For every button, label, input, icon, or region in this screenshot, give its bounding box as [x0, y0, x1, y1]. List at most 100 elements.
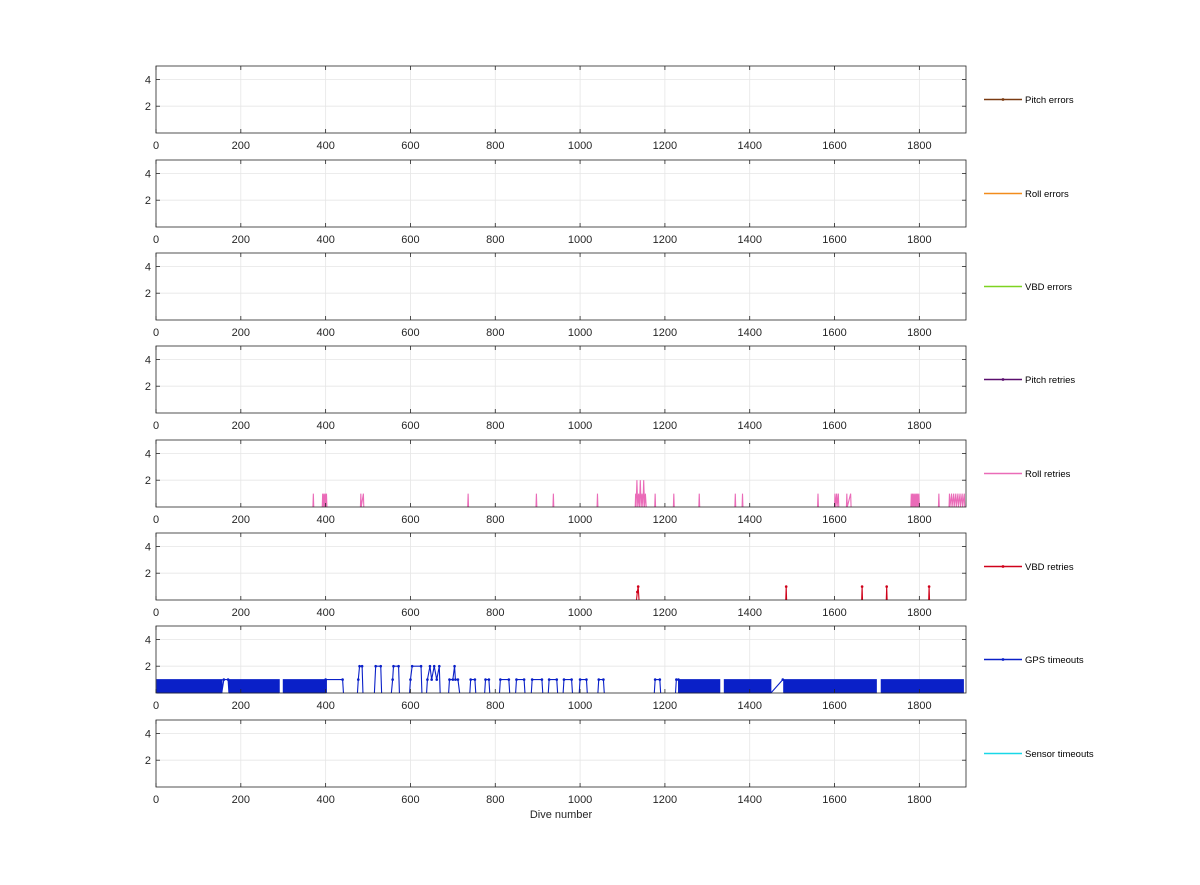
x-tick-label: 400 — [316, 514, 334, 526]
data-point — [222, 678, 226, 681]
subplot-pitch-errors: 0 200 400 600 800 1000 1200 1400 1600 1800 2 4 Pitch… — [145, 65, 1074, 152]
x-tick-label: 400 — [316, 794, 334, 806]
x-tick-label: 800 — [486, 700, 504, 712]
data-point — [578, 678, 582, 681]
x-tick-label: 800 — [486, 327, 504, 339]
x-tick-label: 1600 — [822, 327, 846, 339]
series-line — [734, 493, 737, 508]
legend-label: VBD retries — [1025, 562, 1074, 573]
y-tick-label: 2 — [145, 475, 151, 487]
data-point — [860, 585, 864, 588]
series-line — [535, 493, 538, 508]
x-tick-label: 0 — [153, 234, 159, 246]
x-axis-label: Dive number — [530, 809, 593, 821]
axes-box — [155, 439, 967, 508]
x-tick-label: 1600 — [822, 514, 846, 526]
data-point — [602, 678, 605, 681]
subplot-pitch-retries: 0 200 400 600 800 1000 1200 1400 1600 1800 2 4 Pitch… — [145, 345, 1075, 432]
legend-marker — [1001, 565, 1005, 568]
data-point — [507, 678, 511, 681]
data-point — [484, 678, 487, 681]
data-point — [530, 678, 534, 681]
data-point — [226, 678, 230, 681]
subplot-roll-errors: 0 200 400 600 800 1000 1200 1400 1600 1800 2 4 Roll … — [145, 159, 1069, 246]
x-tick-label: 600 — [401, 140, 419, 152]
x-tick-label: 1400 — [737, 607, 761, 619]
axes-box — [155, 719, 967, 788]
x-tick-label: 0 — [153, 420, 159, 432]
data-point — [437, 664, 441, 668]
x-tick-label: 0 — [153, 607, 159, 619]
plot-area — [156, 440, 966, 507]
series-line — [467, 493, 470, 508]
data-point — [451, 678, 455, 681]
x-tick-label: 0 — [153, 140, 159, 152]
axes-box — [155, 625, 967, 694]
series-line — [156, 679, 223, 693]
data-point — [540, 678, 544, 681]
y-tick-label: 2 — [145, 288, 151, 300]
data-point — [653, 678, 657, 681]
legend-marker — [1001, 98, 1005, 101]
y-tick-label: 4 — [145, 448, 151, 460]
x-tick-label: 600 — [401, 794, 419, 806]
x-tick-label: 1200 — [653, 700, 677, 712]
x-tick-label: 800 — [486, 140, 504, 152]
x-tick-label: 1400 — [737, 327, 761, 339]
x-tick-label: 200 — [232, 794, 250, 806]
x-tick-label: 1800 — [907, 420, 931, 432]
data-point — [515, 678, 518, 681]
x-tick-label: 1800 — [907, 327, 931, 339]
data-point — [392, 664, 395, 668]
data-point — [585, 678, 588, 681]
series-line — [770, 679, 784, 694]
series-line — [578, 679, 588, 694]
series-line — [885, 586, 888, 601]
series-line — [672, 493, 675, 508]
series-line — [653, 679, 662, 694]
x-tick-label: 200 — [232, 514, 250, 526]
series-line — [530, 679, 544, 694]
series-line — [928, 586, 931, 601]
data-point — [555, 678, 559, 681]
x-tick-label: 1200 — [653, 327, 677, 339]
y-tick-label: 4 — [145, 728, 151, 740]
series-line — [678, 679, 721, 693]
plot-area — [156, 533, 966, 600]
x-tick-label: 1400 — [737, 234, 761, 246]
plot-area — [156, 720, 966, 787]
series-line — [221, 679, 230, 694]
x-tick-label: 1600 — [822, 420, 846, 432]
x-tick-label: 1000 — [568, 327, 592, 339]
data-point — [547, 678, 551, 681]
x-tick-label: 200 — [232, 420, 250, 432]
data-point — [677, 678, 680, 681]
x-tick-label: 600 — [401, 234, 419, 246]
data-point — [658, 678, 662, 681]
data-point — [432, 664, 436, 668]
data-point — [454, 678, 457, 681]
data-point — [784, 585, 788, 588]
data-point — [341, 678, 344, 681]
subplot-vbd-errors: 0 200 400 600 800 1000 1200 1400 1600 1800 2 4 VBD e… — [145, 252, 1072, 339]
y-tick-label: 4 — [145, 261, 151, 273]
axes-box — [155, 345, 967, 414]
data-point — [597, 678, 601, 681]
data-point — [358, 664, 361, 668]
y-tick-label: 4 — [145, 168, 151, 180]
x-tick-label: 1200 — [653, 420, 677, 432]
legend-label: Pitch errors — [1025, 95, 1074, 106]
x-tick-label: 1000 — [568, 700, 592, 712]
data-point — [636, 585, 640, 588]
series-line — [321, 493, 328, 508]
series-line — [937, 493, 940, 508]
data-point — [473, 678, 477, 681]
x-tick-label: 1000 — [568, 607, 592, 619]
series-line — [861, 586, 864, 601]
data-point — [409, 678, 412, 681]
y-tick-label: 2 — [145, 101, 151, 113]
series-line — [833, 493, 840, 508]
series-line — [547, 679, 559, 694]
x-tick-label: 1600 — [822, 140, 846, 152]
x-tick-label: 1800 — [907, 794, 931, 806]
